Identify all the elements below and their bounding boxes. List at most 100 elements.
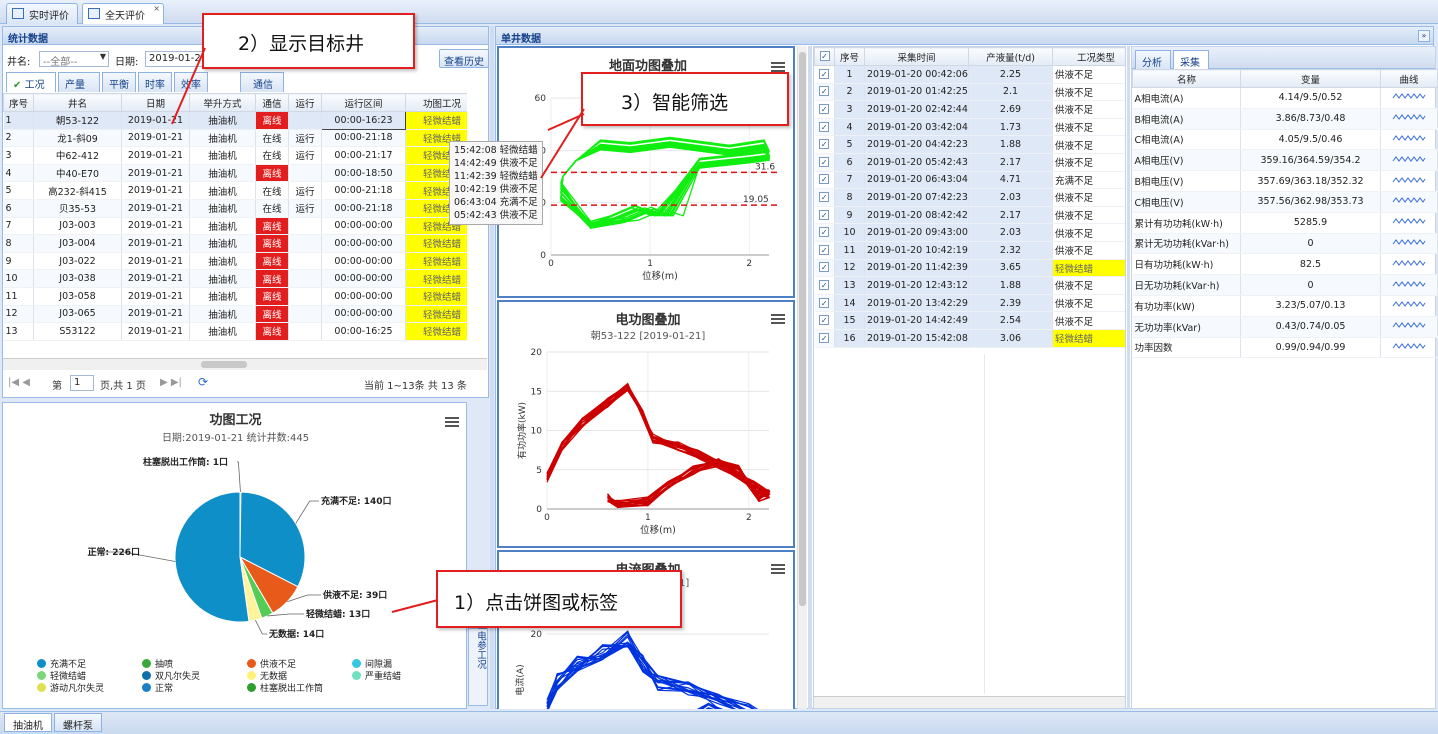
subtab-output[interactable]: 产量	[58, 72, 100, 92]
tab-pump-unit[interactable]: 抽油机	[4, 713, 52, 732]
sparkline-icon[interactable]	[1380, 108, 1438, 130]
row-checkbox[interactable]: ✓	[814, 188, 835, 207]
row-checkbox[interactable]: ✓	[814, 329, 835, 348]
samples-h-scrollbar[interactable]	[814, 696, 1125, 708]
page-input[interactable]: 1	[70, 375, 94, 391]
table-row[interactable]: ✓ 12 2019-01-20 11:42:39 3.65 轻微结蜡	[814, 259, 1125, 278]
table-row[interactable]: ✓ 6 2019-01-20 05:42:43 2.17 供液不足	[814, 153, 1125, 172]
table-row[interactable]: 12 J03-065 2019-01-21 抽油机 离线 00:00-00:00 轻微结蜡	[3, 305, 467, 324]
table-row[interactable]: 7 J03-003 2019-01-21 抽油机 离线 00:00-00:00 轻微结蜡	[3, 217, 467, 236]
legend-item[interactable]: 无数据	[247, 669, 287, 682]
refresh-icon[interactable]: ⟳	[198, 375, 209, 389]
pie-label[interactable]: 柱塞脱出工作筒: 1口	[143, 456, 228, 468]
sparkline-icon[interactable]	[1380, 316, 1438, 338]
legend-item[interactable]: 充满不足	[37, 657, 86, 670]
menu-icon[interactable]	[771, 564, 785, 574]
table-row[interactable]: ✓ 4 2019-01-20 03:42:04 1.73 供液不足	[814, 118, 1125, 137]
table-row[interactable]: 2 龙1-斜09 2019-01-21 抽油机 在线 运行 00:00-21:18 轻微结蜡	[3, 129, 467, 148]
sparkline-icon[interactable]	[1380, 295, 1438, 317]
table-row[interactable]: 累计有功功耗(kW·h) 5285.9	[1132, 212, 1438, 234]
column-header[interactable]: 工况类型	[1052, 47, 1125, 66]
column-header[interactable]: 曲线	[1380, 69, 1438, 88]
table-row[interactable]: ✓ 1 2019-01-20 00:42:06 2.25 供液不足	[814, 65, 1125, 84]
row-checkbox[interactable]: ✓	[814, 118, 835, 137]
table-row[interactable]: 累计无功功耗(kVar·h) 0	[1132, 233, 1438, 255]
pie-label[interactable]: 供液不足: 39口	[322, 589, 387, 601]
table-row[interactable]: ✓ 16 2019-01-20 15:42:08 3.06 轻微结蜡	[814, 329, 1125, 348]
tab-collect[interactable]: 采集	[1173, 50, 1209, 69]
row-checkbox[interactable]: ✓	[814, 135, 835, 154]
table-row[interactable]: B相电流(A) 3.86/8.73/0.48	[1132, 108, 1438, 130]
table-row[interactable]: A相电流(A) 4.14/9.5/0.52	[1132, 87, 1438, 109]
column-header[interactable]: 运行区间	[321, 93, 406, 112]
row-checkbox[interactable]: ✓	[814, 223, 835, 242]
legend-item[interactable]: 严重结蜡	[352, 669, 401, 682]
table-row[interactable]: ✓ 5 2019-01-20 04:42:23 1.88 供液不足	[814, 135, 1125, 154]
table-row[interactable]: ✓ 2 2019-01-20 01:42:25 2.1 供液不足	[814, 83, 1125, 102]
table-row[interactable]: ✓ 10 2019-01-20 09:43:00 2.03 供液不足	[814, 223, 1125, 242]
well-select[interactable]: --全部-- ▼	[39, 51, 109, 68]
column-header[interactable]: 变量	[1240, 69, 1381, 88]
table-row[interactable]: ✓ 15 2019-01-20 14:42:49 2.54 供液不足	[814, 311, 1125, 330]
table-row[interactable]: 1 朝53-122 2019-01-21 抽油机 离线 00:00-16:23 轻微结蜡	[3, 111, 467, 130]
history-button[interactable]: 查看历史	[439, 49, 489, 68]
table-row[interactable]: ✓ 11 2019-01-20 10:42:19 2.32 供液不足	[814, 241, 1125, 260]
table-row[interactable]: B相电压(V) 357.69/363.18/352.32	[1132, 170, 1438, 192]
date-input[interactable]: 2019-01-21	[145, 51, 207, 67]
legend-item[interactable]: 供液不足	[247, 657, 296, 670]
row-checkbox[interactable]: ✓	[814, 153, 835, 172]
table-row[interactable]: 6 贝35-53 2019-01-21 抽油机 在线 运行 00:00-21:18 轻微结蜡	[3, 199, 467, 218]
legend-item[interactable]: 双凡尔失灵	[142, 669, 200, 682]
table-row[interactable]: 5 高232-斜415 2019-01-21 抽油机 在线 运行 00:00-21:18 轻微…	[3, 181, 467, 200]
pie-label[interactable]: 轻微结蜡: 13口	[306, 608, 370, 620]
tab-realtime[interactable]: 实时评价	[6, 3, 78, 24]
table-row[interactable]: 11 J03-058 2019-01-21 抽油机 离线 00:00-00:00 轻微结蜡	[3, 287, 467, 306]
h-scrollbar[interactable]	[3, 358, 487, 370]
row-checkbox[interactable]: ✓	[814, 241, 835, 260]
select-all-checkbox[interactable]: ✓	[814, 47, 835, 66]
subtab-efficiency[interactable]: 效率	[174, 72, 208, 92]
table-row[interactable]: 10 J03-038 2019-01-21 抽油机 离线 00:00-00:00 轻微结蜡	[3, 269, 467, 288]
table-row[interactable]: 日有功功耗(kW·h) 82.5	[1132, 253, 1438, 276]
column-header[interactable]: 产液量(t/d)	[968, 47, 1053, 66]
table-row[interactable]: ✓ 3 2019-01-20 02:42:44 2.69 供液不足	[814, 100, 1125, 119]
row-checkbox[interactable]: ✓	[814, 259, 835, 278]
column-header[interactable]: 举升方式	[189, 93, 256, 112]
row-checkbox[interactable]: ✓	[814, 276, 835, 295]
column-header[interactable]: 功图工况	[405, 93, 467, 112]
table-row[interactable]: 无功功率(kVar) 0.43/0.74/0.05	[1132, 316, 1438, 338]
table-row[interactable]: C相电流(A) 4.05/9.5/0.46	[1132, 129, 1438, 151]
subtab-timerate[interactable]: 时率	[138, 72, 172, 92]
sparkline-icon[interactable]	[1380, 337, 1438, 359]
sparkline-icon[interactable]	[1380, 191, 1438, 213]
splitter-mid[interactable]	[808, 46, 812, 709]
table-row[interactable]: 功率因数 0.99/0.94/0.99	[1132, 337, 1438, 359]
menu-icon[interactable]	[771, 62, 785, 72]
pager-first-icon[interactable]: |◀ ◀	[8, 377, 30, 388]
row-checkbox[interactable]: ✓	[814, 206, 835, 225]
legend-item[interactable]: 抽喷	[142, 657, 173, 670]
row-checkbox[interactable]: ✓	[814, 294, 835, 313]
subtab-condition[interactable]: ✔ 工况	[6, 72, 56, 92]
sparkline-icon[interactable]	[1380, 149, 1438, 172]
row-checkbox[interactable]: ✓	[814, 311, 835, 330]
table-row[interactable]: ✓ 8 2019-01-20 07:42:23 2.03 供液不足	[814, 188, 1125, 207]
row-checkbox[interactable]: ✓	[814, 83, 835, 102]
close-icon[interactable]: ×	[153, 4, 160, 13]
table-row[interactable]: 有功功率(kW) 3.23/5.07/0.13	[1132, 295, 1438, 317]
table-row[interactable]: ✓ 9 2019-01-20 08:42:42 2.17 供液不足	[814, 206, 1125, 225]
legend-item[interactable]: 游动凡尔失灵	[37, 681, 104, 694]
column-header[interactable]: 采集时间	[864, 47, 969, 66]
sparkline-icon[interactable]	[1380, 87, 1438, 109]
menu-icon[interactable]	[445, 417, 459, 427]
sparkline-icon[interactable]	[1380, 170, 1438, 192]
row-checkbox[interactable]: ✓	[814, 100, 835, 119]
legend-item[interactable]: 间隙漏	[352, 657, 392, 670]
menu-icon[interactable]	[771, 314, 785, 324]
sparkline-icon[interactable]	[1380, 274, 1438, 296]
pie-slice[interactable]	[174, 491, 250, 623]
table-row[interactable]: A相电压(V) 359.16/364.59/354.2	[1132, 149, 1438, 172]
column-header[interactable]: 通信	[255, 93, 289, 112]
pager-last-icon[interactable]: ▶ ▶|	[160, 377, 182, 388]
